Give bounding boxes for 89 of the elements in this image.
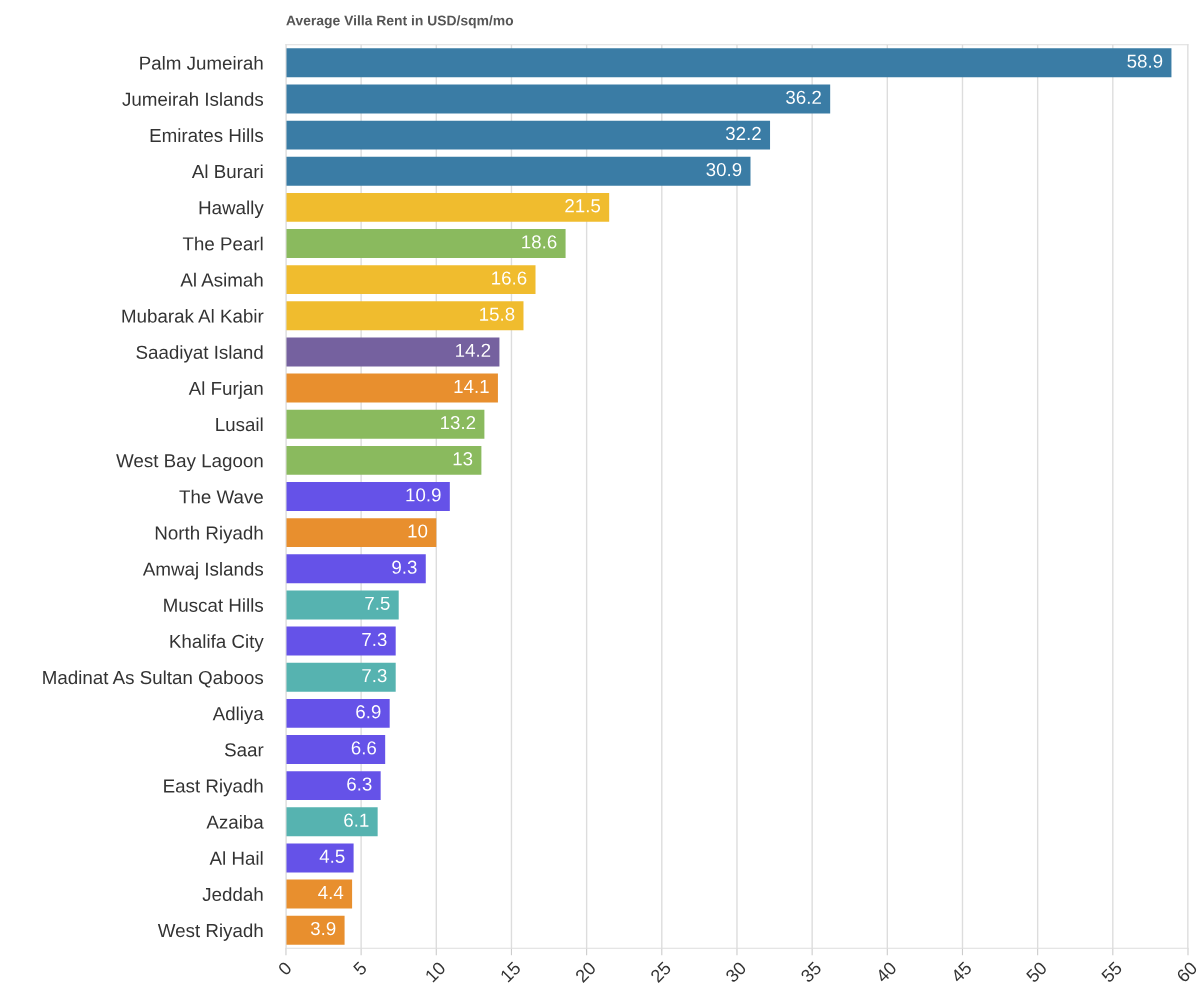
data-label: 4.5	[319, 849, 345, 863]
y-tick-label: Palm Jumeirah	[140, 56, 263, 70]
x-tick-label: 45	[950, 961, 973, 984]
y-tick-label: Emirates Hills	[150, 128, 264, 143]
data-label: 15.8	[480, 307, 515, 321]
data-label: 6.1	[344, 813, 369, 827]
data-label: 10	[408, 524, 428, 538]
x-tick-label: 60	[1175, 960, 1199, 984]
y-tick-label: Jeddah	[202, 887, 263, 902]
y-tick-label: Al Asimah	[180, 272, 263, 287]
bar	[285, 626, 396, 656]
y-tick-label: Madinat As Sultan Qaboos	[43, 670, 264, 688]
bar	[285, 409, 485, 439]
x-tick-label: 50	[1025, 960, 1048, 984]
data-label: 6.6	[351, 741, 377, 755]
y-tick-label: Adliya	[212, 706, 264, 725]
data-label: 4.4	[318, 886, 344, 899]
data-label: 21.5	[565, 199, 601, 213]
chart-title: Average Villa Rent in USD/sqm/mo	[286, 15, 514, 29]
x-tick-label: 55	[1100, 961, 1123, 984]
y-tick-label: Al Furjan	[188, 381, 263, 399]
data-label: 10.9	[406, 488, 441, 502]
y-tick-label: West Bay Lagoon	[116, 454, 263, 472]
data-label: 6.9	[356, 705, 381, 719]
x-tick-label: 30	[724, 960, 747, 984]
bar	[285, 771, 381, 801]
bar	[285, 879, 353, 909]
bar	[285, 915, 345, 945]
x-tick-label: 40	[874, 960, 898, 984]
bar	[285, 265, 536, 295]
data-label: 18.6	[522, 235, 557, 249]
bar	[285, 229, 566, 258]
bar	[285, 373, 498, 403]
bar	[285, 84, 831, 114]
data-label: 16.6	[492, 271, 527, 285]
x-tick-label: 20	[574, 960, 597, 984]
x-tick-label: 35	[799, 960, 823, 984]
y-tick-label: Mubarak Al Kabir	[122, 309, 264, 323]
y-tick-label: East Riyadh	[164, 778, 263, 797]
data-label: 30.9	[706, 162, 742, 177]
bar	[285, 662, 396, 692]
y-tick-label: Lusail	[216, 417, 263, 432]
y-tick-label: North Riyadh	[155, 525, 263, 544]
data-label: 7.3	[362, 668, 387, 683]
bar	[285, 192, 610, 222]
data-label: 3.9	[310, 921, 336, 936]
data-label: 9.3	[392, 560, 417, 574]
y-tick-label: Azaiba	[206, 814, 264, 829]
y-tick-label: Al Burari	[191, 164, 263, 179]
y-tick-label: Saar	[224, 743, 264, 757]
bar	[285, 48, 1172, 78]
y-tick-label: Saadiyat Island	[136, 345, 263, 363]
y-tick-label: Jumeirah Islands	[122, 92, 264, 106]
x-tick-label: 15	[499, 961, 522, 983]
x-tick-label: 5	[352, 961, 368, 977]
x-tick-label: 10	[424, 960, 447, 983]
bar	[285, 554, 426, 584]
y-tick-label: West Riyadh	[157, 923, 263, 941]
bar	[285, 482, 450, 511]
bar	[285, 518, 437, 548]
y-tick-label: Amwaj Islands	[142, 561, 264, 580]
bar	[285, 698, 390, 728]
x-tick-label: 0	[277, 960, 293, 977]
data-label: 13.2	[441, 415, 476, 430]
y-tick-label: Muscat Hills	[164, 598, 264, 612]
bar	[285, 120, 771, 150]
data-label: 14.1	[454, 380, 489, 393]
data-label: 6.3	[347, 777, 372, 791]
x-tick-label: 25	[649, 960, 672, 984]
y-tick-label: The Pearl	[182, 236, 263, 251]
bar	[285, 843, 354, 873]
bar	[285, 590, 399, 620]
data-label: 13	[453, 452, 473, 466]
y-tick-label: Khalifa City	[170, 634, 264, 652]
bar	[285, 735, 386, 764]
bar	[285, 807, 378, 837]
data-label: 36.2	[786, 90, 821, 104]
bar	[285, 156, 751, 186]
y-tick-label: Al Hail	[209, 851, 263, 865]
bar	[285, 445, 482, 475]
y-tick-label: The Wave	[179, 489, 263, 504]
data-label: 32.2	[725, 126, 761, 141]
bar	[285, 301, 524, 331]
data-label: 7.5	[365, 596, 390, 610]
bar	[285, 337, 500, 367]
data-label: 7.3	[362, 632, 387, 647]
y-tick-label: Hawally	[199, 200, 264, 219]
data-label: 58.9	[1127, 54, 1163, 68]
data-label: 14.2	[456, 343, 491, 357]
